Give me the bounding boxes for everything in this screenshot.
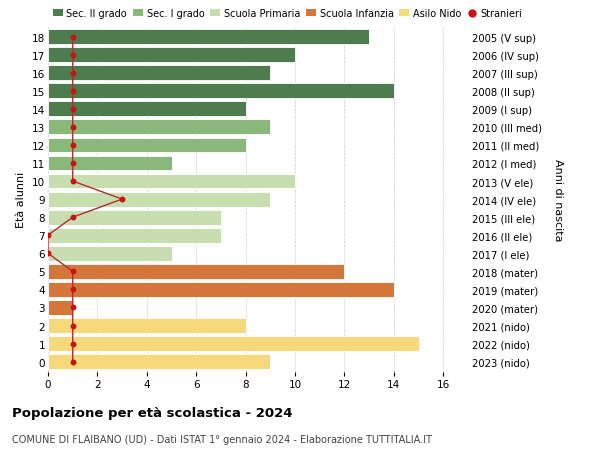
Point [68,286,77,293]
Bar [48,210,221,225]
Legend: Sec. II grado, Sec. I grado, Scuola Primaria, Scuola Infanzia, Asilo Nido, Stran: Sec. II grado, Sec. I grado, Scuola Prim… [53,9,523,19]
Point [68,268,77,275]
Bar [48,282,394,297]
Bar [48,156,172,171]
Point [68,304,77,312]
Bar [48,102,245,117]
Bar [48,48,295,63]
Point [118,196,127,203]
Bar [48,246,172,261]
Point [68,106,77,113]
Point [68,70,77,77]
Point [68,340,77,347]
Point [68,34,77,41]
Point [68,88,77,95]
Bar [48,319,245,333]
Text: COMUNE DI FLAIBANO (UD) - Dati ISTAT 1° gennaio 2024 - Elaborazione TUTTITALIA.I: COMUNE DI FLAIBANO (UD) - Dati ISTAT 1° … [12,434,432,444]
Bar [48,192,271,207]
Point [43,250,53,257]
Point [43,232,53,240]
Bar [48,138,245,153]
Point [68,214,77,221]
Point [68,178,77,185]
Y-axis label: Anni di nascita: Anni di nascita [553,158,563,241]
Bar [48,264,344,279]
Text: Popolazione per età scolastica - 2024: Popolazione per età scolastica - 2024 [12,406,293,419]
Bar [48,354,271,369]
Y-axis label: Età alunni: Età alunni [16,172,26,228]
Bar [48,120,271,135]
Bar [48,228,221,243]
Point [68,52,77,59]
Point [68,322,77,330]
Bar [48,336,419,351]
Bar [48,84,394,99]
Point [68,160,77,167]
Bar [48,66,271,81]
Bar [48,30,369,45]
Bar [48,301,73,315]
Point [68,358,77,365]
Bar [48,174,295,189]
Point [68,124,77,131]
Point [68,142,77,149]
